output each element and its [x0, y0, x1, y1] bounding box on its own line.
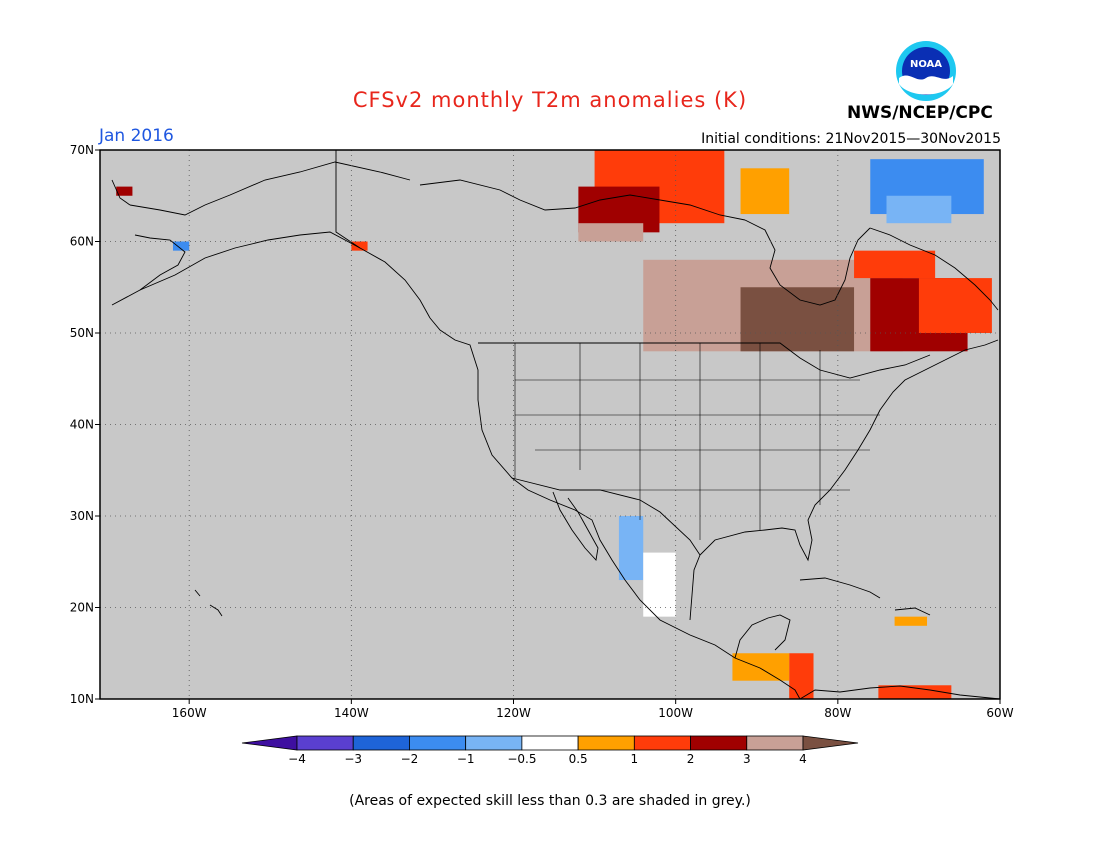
colorbar-label: −3 — [344, 752, 362, 766]
anomaly-region-17 — [116, 186, 133, 196]
colorbar-label: −1 — [457, 752, 475, 766]
map-title: CFSv2 monthly T2m anomalies (K) — [352, 88, 748, 112]
anomaly-region-12 — [643, 552, 676, 617]
coastline-alaska — [111, 231, 431, 319]
color-legend: −4 −3 −2 −1 −0.5 0.5 1 2 3 4 — [241, 735, 859, 766]
colorbar-bin — [409, 735, 467, 751]
coastline-hudson-bay — [744, 219, 871, 306]
colorbar-bin — [690, 735, 748, 751]
anomaly-region-13 — [789, 653, 814, 699]
colorbar-bin — [241, 735, 298, 751]
anomaly-region-9 — [918, 278, 992, 333]
island-hispaniola — [894, 607, 931, 616]
anomaly-region-3 — [740, 168, 790, 215]
lat-tick-label: 30N — [70, 509, 94, 523]
anomaly-region-5 — [886, 195, 952, 224]
initial-conditions: Initial conditions: 21Nov2015—30Nov2015 — [701, 131, 1001, 147]
state-borders — [514, 343, 880, 540]
colorbar-label: −0.5 — [507, 752, 536, 766]
colorbar-label: 2 — [687, 752, 695, 766]
anomaly-region-14 — [732, 653, 790, 681]
colorbar-bin — [746, 735, 804, 751]
logo-text: NOAA — [910, 59, 942, 70]
anomaly-region-18 — [172, 241, 190, 251]
anomaly-region-10 — [854, 250, 936, 279]
lat-tick-label: 20N — [70, 601, 94, 615]
colorbar-bin — [296, 735, 354, 751]
anomaly-region-11 — [618, 516, 644, 581]
coastline-south-america — [799, 685, 1001, 700]
skill-caption: (Areas of expected skill less than 0.3 a… — [349, 793, 751, 809]
lon-tick-label: 100W — [658, 706, 693, 720]
colorbar-label: −4 — [288, 752, 306, 766]
lat-tick-label: 60N — [70, 235, 94, 249]
island-hawaii — [194, 589, 223, 617]
lon-tick-label: 160W — [172, 706, 207, 720]
land-outlines — [111, 150, 1001, 700]
lon-tick-label: 80W — [824, 706, 851, 720]
island-cuba — [799, 577, 881, 599]
colorbar-bin — [802, 735, 859, 751]
lon-tick-label: 140W — [334, 706, 369, 720]
colorbar-label: 3 — [743, 752, 751, 766]
coastline-baja — [552, 491, 599, 561]
colorbar-bin — [521, 735, 579, 751]
lat-tick-label: 70N — [70, 143, 94, 157]
coastline-alaska-north — [129, 161, 411, 216]
anomaly-region-15 — [878, 685, 952, 699]
agency-label: NWS/NCEP/CPC — [847, 103, 993, 123]
colorbar-bin — [577, 735, 635, 751]
border-us-canada — [478, 342, 931, 379]
colorbar-label: −2 — [401, 752, 419, 766]
colorbar-bin — [352, 735, 410, 751]
longitude-axis: 160W 140W 120W 100W 80W 60W — [172, 699, 1014, 720]
colorbar-bin — [633, 735, 691, 751]
forecast-month: Jan 2016 — [99, 126, 174, 146]
anomaly-region-2 — [578, 223, 644, 242]
colorbar-label: 1 — [631, 752, 639, 766]
coastline-arctic — [419, 179, 746, 221]
colorbar-label: 0.5 — [569, 752, 588, 766]
lon-tick-label: 120W — [496, 706, 531, 720]
coastline-east-canada — [944, 339, 999, 361]
colorbar-label: 4 — [799, 752, 807, 766]
coastline-labrador — [869, 227, 999, 311]
coastline-yucatan — [734, 614, 791, 659]
latitude-axis: 10N 20N 30N 40N 50N 60N 70N — [70, 143, 100, 706]
anomaly-region-19 — [351, 241, 368, 251]
coastline-alaska-west — [111, 179, 186, 291]
lat-tick-label: 40N — [70, 418, 94, 432]
lat-tick-label: 10N — [70, 692, 94, 706]
anomaly-region-16 — [894, 616, 928, 626]
border-alaska-canada — [335, 150, 361, 249]
coastline-gulf — [689, 359, 946, 621]
noaa-logo-icon: NOAA — [896, 41, 956, 101]
lat-tick-label: 50N — [70, 326, 94, 340]
colorbar-bin — [465, 735, 523, 751]
anomaly-regions — [116, 150, 992, 699]
lon-tick-label: 60W — [986, 706, 1013, 720]
